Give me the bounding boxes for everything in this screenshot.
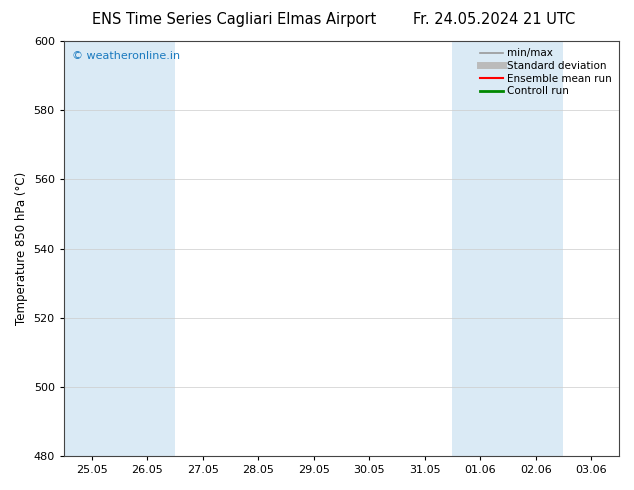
Text: Fr. 24.05.2024 21 UTC: Fr. 24.05.2024 21 UTC <box>413 12 576 27</box>
Y-axis label: Temperature 850 hPa (°C): Temperature 850 hPa (°C) <box>15 172 28 325</box>
Bar <box>64 41 175 456</box>
Bar <box>453 41 564 456</box>
Text: © weatheronline.in: © weatheronline.in <box>72 51 180 61</box>
Text: ENS Time Series Cagliari Elmas Airport: ENS Time Series Cagliari Elmas Airport <box>93 12 377 27</box>
Legend: min/max, Standard deviation, Ensemble mean run, Controll run: min/max, Standard deviation, Ensemble me… <box>478 46 614 98</box>
